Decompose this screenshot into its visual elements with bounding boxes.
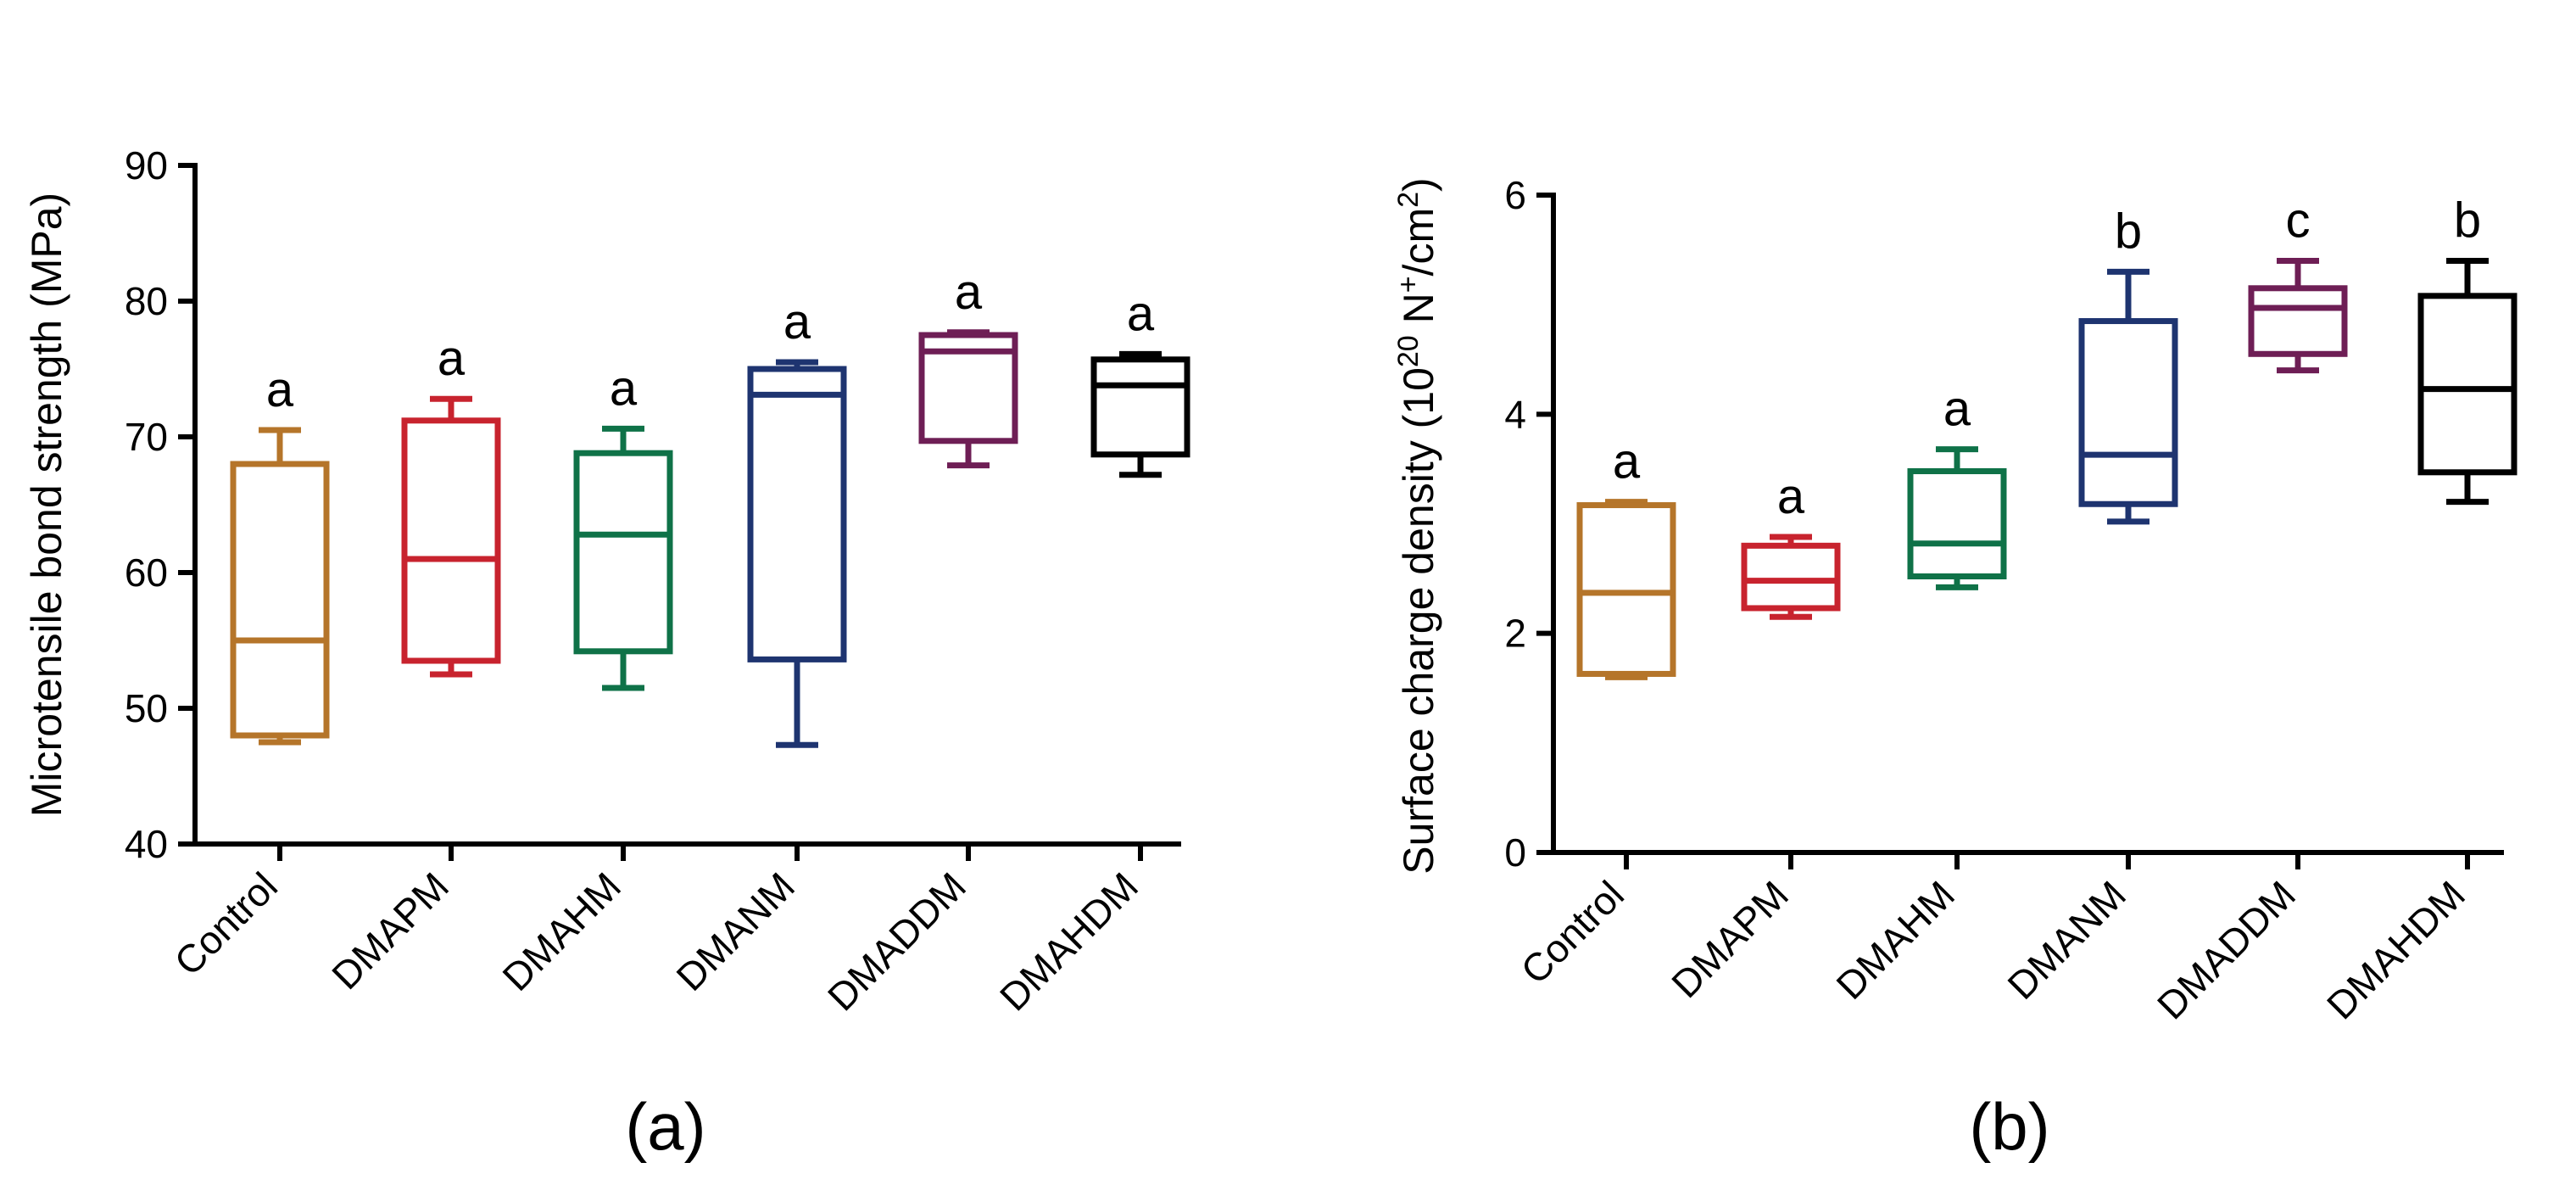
iqr-box: [918, 332, 1018, 444]
y-tick-label: 80: [125, 279, 168, 323]
y-tick-label: 50: [125, 686, 168, 730]
box-plot-control: a: [230, 362, 330, 746]
x-tick-label: Control: [165, 864, 286, 984]
x-tick-label: DMAHM: [493, 864, 629, 999]
iqr-box: [2248, 285, 2348, 357]
x-tick-label: DMADDM: [819, 864, 974, 1019]
x-tick-label: DMAHM: [1827, 872, 1963, 1008]
y-axis-label: Microtensile bond strength (MPa): [23, 193, 70, 817]
iqr-box: [1741, 542, 1841, 612]
significance-letter: b: [2454, 193, 2481, 249]
y-tick-label: 40: [125, 822, 168, 866]
box-plot-dmapm: a: [1741, 469, 1841, 620]
x-tick-label: DMAHDM: [991, 864, 1146, 1019]
y-tick-label: 0: [1504, 830, 1526, 875]
y-tick-label: 2: [1504, 612, 1526, 656]
panel-a: 40 50 60 70 80 90 Control DMAPM DMAHM DMANM DMADDM…: [23, 143, 1190, 1164]
panel-b: 0 2 4 6 Control DMAPM DMAHM DMANM DMADDM DMAHDM a a…: [1392, 173, 2517, 1164]
iqr-box: [2078, 318, 2178, 507]
x-tick-label: DMANM: [667, 864, 803, 999]
box-plot-dmahdm: b: [2417, 193, 2517, 506]
box-plot-dmapm: a: [401, 331, 501, 678]
y-tick-label: 6: [1504, 173, 1526, 217]
y-tick-label: 4: [1504, 392, 1526, 436]
panel-label: (a): [625, 1089, 705, 1164]
significance-letter: a: [1777, 469, 1805, 524]
x-tick-label: DMAHDM: [2318, 872, 2473, 1027]
box-plot-dmaddm: a: [918, 265, 1018, 469]
y-tick-label: 90: [125, 143, 168, 187]
box-plot-dmanm: b: [2078, 204, 2178, 525]
box-plot-dmaddm: c: [2248, 193, 2348, 374]
box-plot-dmahm: a: [1907, 382, 2007, 590]
significance-letter: a: [1127, 286, 1155, 341]
significance-letter: a: [1943, 382, 1971, 437]
significance-letter: a: [1613, 434, 1641, 489]
y-tick-label: 60: [125, 551, 168, 595]
iqr-box: [230, 461, 330, 739]
iqr-box: [401, 417, 501, 664]
x-tick-label: DMAPM: [323, 864, 457, 998]
iqr-box: [1907, 468, 2007, 579]
iqr-box: [1576, 502, 1676, 677]
significance-letter: a: [783, 294, 811, 349]
significance-letter: a: [955, 265, 983, 320]
panel-label: (b): [1969, 1089, 2049, 1164]
y-axis-label: Surface charge density (1020 N+/cm2): [1392, 177, 1442, 874]
significance-letter: a: [438, 331, 466, 386]
box-plot-dmahdm: a: [1090, 286, 1190, 478]
iqr-box: [747, 366, 847, 662]
significance-letter: b: [2115, 204, 2142, 259]
x-tick-label: DMADDM: [2149, 872, 2304, 1027]
y-tick-label: 70: [125, 415, 168, 459]
iqr-box: [2417, 293, 2517, 476]
iqr-box: [1090, 356, 1190, 458]
x-tick-label: DMAPM: [1663, 872, 1797, 1006]
box-plot-control: a: [1576, 434, 1676, 680]
box-plot-dmahm: a: [573, 361, 673, 691]
iqr-box: [573, 450, 673, 655]
box-plot-dmanm: a: [747, 294, 847, 748]
significance-letter: c: [2286, 193, 2311, 249]
significance-letter: a: [266, 362, 294, 417]
x-tick-label: DMANM: [1999, 872, 2134, 1008]
significance-letter: a: [610, 361, 638, 416]
x-tick-label: Control: [1512, 872, 1632, 992]
